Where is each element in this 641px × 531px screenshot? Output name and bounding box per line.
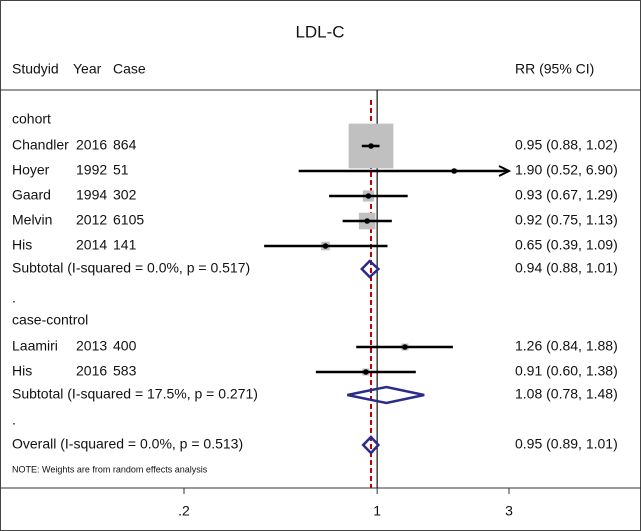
pooled-diamond xyxy=(360,259,381,279)
study-case: 583 xyxy=(113,363,137,379)
study-name: Chandler xyxy=(12,137,69,153)
study-name: Hoyer xyxy=(12,162,50,178)
x-tick-label: 1 xyxy=(373,503,381,519)
pooled-diamond xyxy=(347,385,425,405)
point-estimate xyxy=(402,344,408,350)
study-case: 302 xyxy=(113,187,137,203)
effect-label: 0.95 (0.89, 1.01) xyxy=(515,436,618,452)
ci-arrow xyxy=(498,165,512,177)
study-case: 6105 xyxy=(113,212,144,228)
chart-title: LDL-C xyxy=(295,22,344,41)
overall-label: Overall (I-squared = 0.0%, p = 0.513) xyxy=(12,436,243,452)
study-year: 2016 xyxy=(76,137,107,153)
pooled-diamond xyxy=(361,435,381,455)
subtotal-label: Subtotal (I-squared = 17.5%, p = 0.271) xyxy=(12,386,258,402)
study-case: 400 xyxy=(113,338,137,354)
study-year: 2016 xyxy=(76,363,107,379)
note: NOTE: Weights are from random effects an… xyxy=(12,464,208,474)
effect-label: 0.95 (0.88, 1.02) xyxy=(515,137,618,153)
study-year: 2012 xyxy=(76,212,107,228)
point-estimate xyxy=(364,218,370,224)
column-header: Case xyxy=(113,61,146,77)
point-estimate xyxy=(322,243,329,249)
study-name: Gaard xyxy=(12,187,51,203)
study-case: 864 xyxy=(113,137,137,153)
effect-label: 1.08 (0.78, 1.48) xyxy=(515,386,618,402)
subtotal-label: Subtotal (I-squared = 0.0%, p = 0.517) xyxy=(12,260,250,276)
effect-label: 0.94 (0.88, 1.01) xyxy=(515,260,618,276)
x-tick-label: 3 xyxy=(505,503,513,519)
study-year: 1994 xyxy=(76,187,107,203)
study-name: Laamiri xyxy=(12,338,58,354)
study-year: 2014 xyxy=(76,237,107,253)
point-estimate xyxy=(363,369,369,375)
column-header: Year xyxy=(73,61,102,77)
effect-label: 0.91 (0.60, 1.38) xyxy=(515,363,618,379)
column-header: RR (95% CI) xyxy=(515,61,594,77)
effect-label: 0.93 (0.67, 1.29) xyxy=(515,187,618,203)
x-tick-label: .2 xyxy=(178,503,190,519)
study-name: His xyxy=(12,237,32,253)
point-estimate xyxy=(368,143,374,149)
group-label: cohort xyxy=(12,111,51,127)
separator: . xyxy=(12,412,16,428)
study-case: 141 xyxy=(113,237,137,253)
effect-label: 1.26 (0.84, 1.88) xyxy=(515,338,618,354)
effect-label: 1.90 (0.52, 6.90) xyxy=(515,162,618,178)
separator: . xyxy=(12,290,16,306)
column-header: Studyid xyxy=(12,61,59,77)
effect-label: 0.92 (0.75, 1.13) xyxy=(515,212,618,228)
effect-label: 0.65 (0.39, 1.09) xyxy=(515,237,618,253)
group-label: case-control xyxy=(12,312,88,328)
point-estimate xyxy=(451,168,457,174)
study-year: 2013 xyxy=(76,338,107,354)
study-case: 51 xyxy=(113,162,129,178)
study-year: 1992 xyxy=(76,162,107,178)
study-name: Melvin xyxy=(12,212,52,228)
study-name: His xyxy=(12,363,32,379)
point-estimate xyxy=(365,193,372,199)
